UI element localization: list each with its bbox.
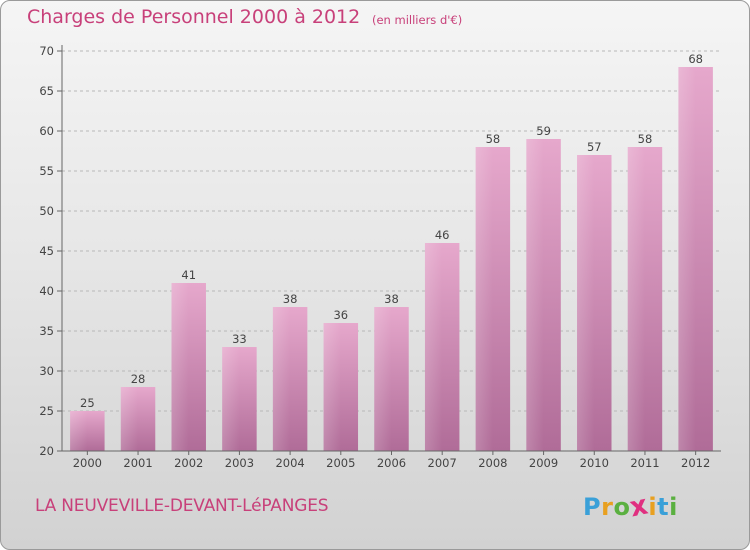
proxiti-logo: Proxiti (583, 489, 678, 523)
logo-letter: i (648, 493, 658, 521)
bar-highlight (70, 411, 88, 451)
bar-highlight (577, 155, 595, 451)
y-tick-label: 60 (39, 124, 54, 138)
y-tick-label: 30 (39, 364, 54, 378)
data-label: 36 (333, 308, 348, 322)
x-tick-label: 2000 (73, 456, 102, 470)
x-tick-label: 2005 (326, 456, 355, 470)
data-label: 38 (283, 292, 298, 306)
x-tick-label: 2012 (681, 456, 710, 470)
bar-highlight (374, 307, 392, 451)
bar-highlight (171, 283, 189, 451)
data-label: 25 (80, 396, 95, 410)
y-tick-label: 55 (39, 164, 54, 178)
x-tick-label: 2001 (123, 456, 152, 470)
axes: 20 25 30 35 40 45 50 55 60 65 70 2000 2001 2002 2003 20… (39, 44, 721, 470)
logo-letter: o (613, 493, 631, 521)
y-tick-label: 70 (39, 44, 54, 58)
logo-letter: P (583, 493, 602, 521)
data-labels: 25 28 41 33 38 36 38 46 58 59 57 58 68 (80, 52, 703, 410)
data-label: 57 (587, 140, 602, 154)
y-tick-label: 50 (39, 204, 54, 218)
data-label: 58 (638, 132, 653, 146)
y-tick-label: 45 (39, 244, 54, 258)
data-label: 46 (435, 228, 450, 242)
place-name: LA NEUVEVILLE-DEVANT-LéPANGES (35, 496, 329, 516)
y-tick-label: 40 (39, 284, 54, 298)
data-label: 68 (688, 52, 703, 66)
logo-letter: i (669, 493, 678, 521)
chart-subtitle: (en milliers d'€) (372, 13, 463, 27)
x-tick-label: 2007 (428, 456, 457, 470)
chart-title: Charges de Personnel 2000 à 2012 (27, 6, 361, 28)
bars (70, 67, 713, 451)
x-tick-label: 2006 (377, 456, 406, 470)
x-tick-label: 2008 (478, 456, 507, 470)
x-tick-label: 2002 (174, 456, 203, 470)
logo-letter: t (657, 493, 670, 521)
logo-letter: r (601, 493, 614, 521)
data-label: 41 (181, 268, 196, 282)
bar-highlight (120, 387, 139, 451)
bar-highlight (475, 147, 493, 451)
bar-highlight (526, 139, 544, 451)
x-tick-label: 2004 (275, 456, 304, 470)
bar-highlight (424, 243, 443, 451)
x-tick-label: 2009 (529, 456, 558, 470)
data-label: 58 (486, 132, 501, 146)
bar-highlight (222, 347, 240, 451)
bar-highlight (323, 323, 341, 451)
y-tick-label: 20 (39, 444, 54, 458)
y-tick-label: 65 (39, 84, 54, 98)
y-tick-label: 35 (39, 324, 54, 338)
data-label: 33 (232, 332, 247, 346)
data-label: 28 (131, 372, 146, 386)
data-label: 59 (536, 124, 551, 138)
x-tick-label: 2003 (225, 456, 254, 470)
y-tick-label: 25 (39, 404, 54, 418)
data-label: 38 (384, 292, 399, 306)
bar-highlight (627, 147, 645, 451)
x-tick-label: 2011 (630, 456, 659, 470)
bar-highlight (272, 307, 291, 451)
bar-highlight (678, 67, 696, 451)
x-tick-label: 2010 (580, 456, 609, 470)
